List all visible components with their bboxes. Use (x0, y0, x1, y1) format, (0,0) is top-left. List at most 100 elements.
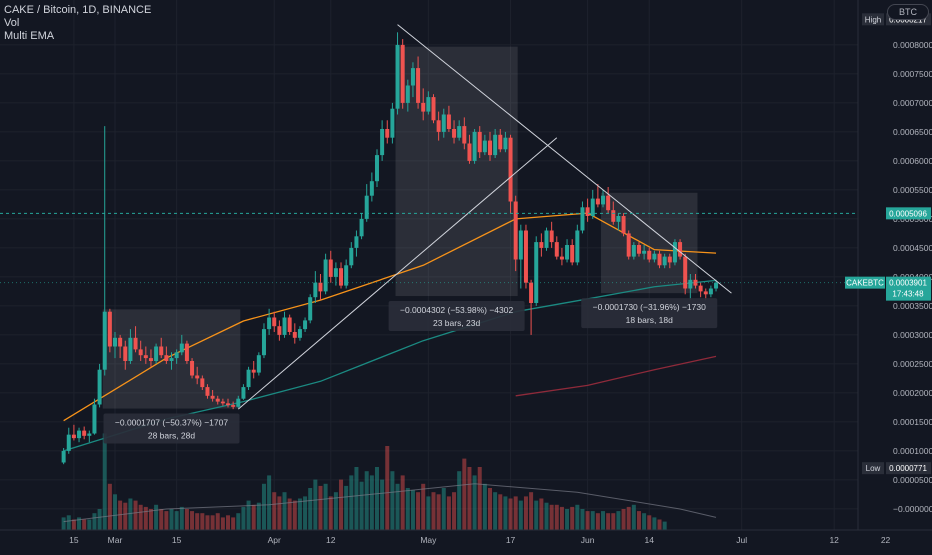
ema-mid-line (63, 279, 717, 452)
candle-body (364, 195, 369, 219)
volume-bar (287, 498, 292, 530)
volume-bar (621, 509, 626, 530)
candle-body (523, 230, 528, 283)
volume-bar (133, 500, 138, 530)
volume-bar (328, 496, 333, 530)
candle-body (82, 430, 87, 436)
volume-bar (549, 504, 554, 530)
volume-bar (477, 467, 482, 530)
time-tick-label: Apr (268, 535, 281, 545)
time-tick-label: Jun (581, 535, 595, 545)
trendline-2 (237, 137, 558, 410)
volume-bar (318, 485, 323, 530)
candle-body (426, 97, 431, 112)
candle-body (570, 245, 575, 263)
volume-bar (261, 483, 266, 530)
volume-bar (159, 509, 164, 530)
candle-body (87, 433, 92, 436)
candle-body (477, 131, 482, 153)
candle-body (488, 140, 493, 156)
volume-bar (452, 492, 457, 530)
candle-body (359, 218, 364, 237)
volume-bar (292, 500, 297, 530)
volume-bar (354, 467, 359, 530)
volume-bar (642, 513, 647, 530)
candle-body (647, 250, 652, 260)
ema-short-line (63, 212, 717, 422)
candle-body (636, 245, 641, 254)
volume-bar (339, 479, 344, 530)
volume-bar (236, 513, 241, 530)
candle-body (251, 369, 256, 373)
volume-bar (205, 515, 210, 530)
volume-bar (308, 488, 313, 530)
trendline-1 (397, 24, 732, 294)
volume-bar (395, 483, 400, 530)
candle-body (261, 329, 266, 356)
volume-bar (503, 496, 508, 530)
volume-bar (374, 467, 379, 530)
candle-body (313, 282, 318, 298)
volume-bar (251, 504, 256, 530)
volume-bar (534, 500, 539, 530)
volume-bar (523, 496, 528, 530)
measurement-sublabel-2: 23 bars, 23d (433, 318, 481, 328)
candle-body (267, 317, 272, 330)
measurement-label-bg-2 (388, 301, 525, 332)
candle-body (703, 291, 708, 295)
candle-body (544, 230, 549, 248)
candle-body (210, 395, 215, 399)
level-price-value-bg (886, 207, 931, 220)
volume-bar (87, 519, 92, 530)
high-price-tag-label: High (865, 15, 881, 24)
volume-bar (662, 521, 667, 530)
volume-bar (184, 509, 189, 530)
volume-bar (344, 485, 349, 530)
candle-body (467, 143, 472, 161)
currency-button[interactable]: BTC (887, 4, 929, 20)
volume-bar (529, 492, 534, 530)
time-tick-label: Mar (108, 535, 123, 545)
volume-bar (179, 506, 184, 530)
time-tick-label: 15 (172, 535, 182, 545)
volume-bar (61, 517, 66, 530)
volume-bar (359, 481, 364, 530)
volume-bar (457, 471, 462, 530)
trendlines (237, 24, 732, 410)
candle-body (431, 97, 436, 121)
volume-bar (385, 446, 390, 530)
volume-bar (606, 513, 611, 530)
volume-bar (657, 519, 662, 530)
candle-body (174, 352, 179, 359)
candle-body (282, 317, 287, 335)
volume-bar (256, 502, 261, 530)
volume-bars (61, 433, 717, 530)
candle-body (287, 317, 292, 332)
currency-button-label: BTC (899, 7, 917, 17)
candle-body (657, 253, 662, 266)
volume-bar (143, 506, 148, 530)
candle-body (616, 216, 621, 222)
candle-body (405, 85, 410, 103)
volume-bar (575, 504, 580, 530)
volume-bar (128, 498, 133, 530)
price-tick-label: 0.0000500 (893, 475, 932, 485)
volume-bar (200, 513, 205, 530)
candle-body (349, 247, 354, 266)
candle-body (369, 181, 374, 196)
candle-body (518, 230, 523, 260)
symbol-line[interactable]: CAKE / Bitcoin, 1D, BINANCE (4, 4, 152, 16)
volume-bar (513, 496, 518, 530)
volume-bar (400, 475, 405, 530)
candle-body (662, 256, 667, 266)
volume-indicator-label[interactable]: Vol (4, 17, 20, 29)
price-tick-label: 0.0006000 (893, 156, 932, 166)
candle-body (472, 131, 477, 161)
multi-ema-indicator-label[interactable]: Multi EMA (4, 30, 55, 42)
volume-bar (482, 483, 487, 530)
price-axis-bg (858, 0, 932, 550)
candle-body (508, 137, 513, 202)
